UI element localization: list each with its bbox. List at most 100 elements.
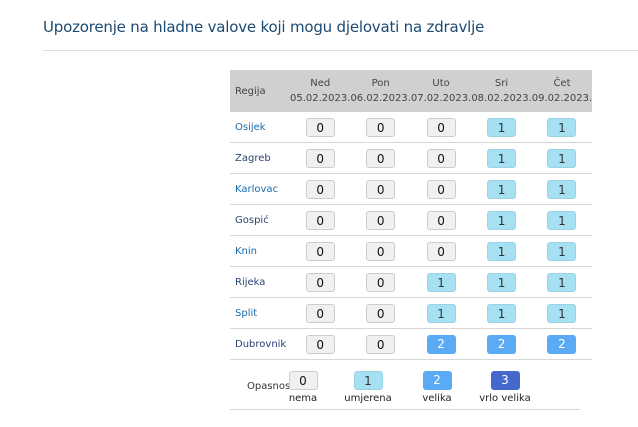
day-date: 09.02.2023. <box>531 93 593 104</box>
level-badge: 1 <box>487 148 517 168</box>
day-date: 06.02.2023. <box>350 93 411 104</box>
day-header: Uto 07.02.2023. <box>410 70 472 112</box>
level-badge: 0 <box>426 210 456 230</box>
level-cell: 0 <box>290 173 351 205</box>
day-name: Uto <box>432 78 450 89</box>
legend: Opasnost: 0 nema 1 umjerena 2 velika 3 vrlo vel… <box>230 361 580 410</box>
legend-item: 1 umjerena <box>333 371 403 404</box>
region-name[interactable]: Rijeka <box>230 266 290 298</box>
level-cell: 1 <box>471 204 532 236</box>
table-row: Knin 0 0 0 1 1 <box>230 235 593 267</box>
day-date: 05.02.2023. <box>290 93 351 104</box>
level-cell: 1 <box>410 266 472 298</box>
level-badge: 1 <box>426 272 456 292</box>
level-cell: 0 <box>290 235 351 267</box>
day-header: Čet 09.02.2023. <box>531 70 593 112</box>
level-cell: 1 <box>531 297 593 329</box>
region-header: Regija <box>230 70 290 112</box>
table-row: Gospić 0 0 0 1 1 <box>230 204 593 236</box>
region-name[interactable]: Knin <box>230 235 290 267</box>
legend-item-label: velika <box>422 393 452 404</box>
level-badge: 1 <box>547 210 577 230</box>
header-row: Regija Ned 05.02.2023. Pon 06.02.2023. Uto 07… <box>230 70 593 112</box>
level-cell: 1 <box>471 173 532 205</box>
level-cell: 2 <box>410 328 472 360</box>
level-badge: 2 <box>426 334 456 354</box>
day-name: Pon <box>371 78 390 89</box>
region-name[interactable]: Gospić <box>230 204 290 236</box>
level-cell: 1 <box>471 235 532 267</box>
level-badge: 1 <box>487 241 517 261</box>
level-badge: 1 <box>547 303 577 323</box>
table-row: Zagreb 0 0 0 1 1 <box>230 142 593 174</box>
level-badge: 0 <box>366 303 396 323</box>
legend-item-label: vrlo velika <box>479 393 531 404</box>
level-badge: 0 <box>366 148 396 168</box>
level-badge: 0 <box>305 334 335 354</box>
level-badge: 0 <box>426 179 456 199</box>
legend-badge: 0 <box>288 371 318 390</box>
level-cell: 0 <box>350 204 411 236</box>
level-cell: 0 <box>410 173 472 205</box>
region-name[interactable]: Zagreb <box>230 142 290 174</box>
level-cell: 1 <box>471 266 532 298</box>
table-row: Split 0 0 1 1 1 <box>230 297 593 329</box>
level-badge: 0 <box>426 148 456 168</box>
level-badge: 1 <box>547 241 577 261</box>
level-badge: 0 <box>366 117 396 137</box>
day-name: Ned <box>310 78 331 89</box>
table-row: Karlovac 0 0 0 1 1 <box>230 173 593 205</box>
level-cell: 1 <box>531 112 593 143</box>
day-header: Sri 08.02.2023. <box>471 70 532 112</box>
region-name[interactable]: Dubrovnik <box>230 328 290 360</box>
day-name: Sri <box>494 78 509 89</box>
legend-item: 3 vrlo velika <box>470 371 540 404</box>
day-date: 07.02.2023. <box>410 93 472 104</box>
level-cell: 1 <box>531 204 593 236</box>
level-cell: 0 <box>350 235 411 267</box>
level-cell: 1 <box>410 297 472 329</box>
table-row: Dubrovnik 0 0 2 2 2 <box>230 328 593 360</box>
level-cell: 0 <box>290 112 351 143</box>
region-name[interactable]: Karlovac <box>230 173 290 205</box>
level-badge: 0 <box>366 272 396 292</box>
level-cell: 1 <box>471 297 532 329</box>
level-badge: 1 <box>547 179 577 199</box>
day-date: 08.02.2023. <box>471 93 532 104</box>
level-badge: 0 <box>366 179 396 199</box>
region-name[interactable]: Split <box>230 297 290 329</box>
region-name[interactable]: Osijek <box>230 112 290 143</box>
level-cell: 0 <box>290 204 351 236</box>
legend-label: Opasnost: <box>247 381 298 392</box>
page-title: Upozorenje na hladne valove koji mogu dj… <box>43 18 485 36</box>
level-cell: 0 <box>410 204 472 236</box>
table-row: Rijeka 0 0 1 1 1 <box>230 266 593 298</box>
level-cell: 0 <box>410 112 472 143</box>
level-badge: 2 <box>487 334 517 354</box>
level-badge: 0 <box>366 334 396 354</box>
level-badge: 0 <box>305 303 335 323</box>
level-cell: 0 <box>350 173 411 205</box>
level-cell: 0 <box>290 297 351 329</box>
level-cell: 0 <box>290 142 351 174</box>
level-badge: 0 <box>305 241 335 261</box>
legend-badge: 2 <box>422 371 452 390</box>
level-badge: 2 <box>547 334 577 354</box>
level-badge: 0 <box>305 179 335 199</box>
level-badge: 1 <box>426 303 456 323</box>
level-badge: 1 <box>487 117 517 137</box>
level-cell: 1 <box>531 173 593 205</box>
legend-badge: 3 <box>490 371 520 390</box>
level-cell: 0 <box>350 142 411 174</box>
level-badge: 0 <box>366 210 396 230</box>
day-header: Pon 06.02.2023. <box>350 70 411 112</box>
day-name: Čet <box>553 78 571 89</box>
level-cell: 0 <box>290 266 351 298</box>
day-header: Ned 05.02.2023. <box>290 70 351 112</box>
warning-table: Regija Ned 05.02.2023. Pon 06.02.2023. Uto 07… <box>230 70 593 360</box>
legend-item: 2 velika <box>402 371 472 404</box>
level-badge: 0 <box>426 117 456 137</box>
level-cell: 2 <box>531 328 593 360</box>
level-badge: 1 <box>487 303 517 323</box>
level-badge: 1 <box>487 179 517 199</box>
